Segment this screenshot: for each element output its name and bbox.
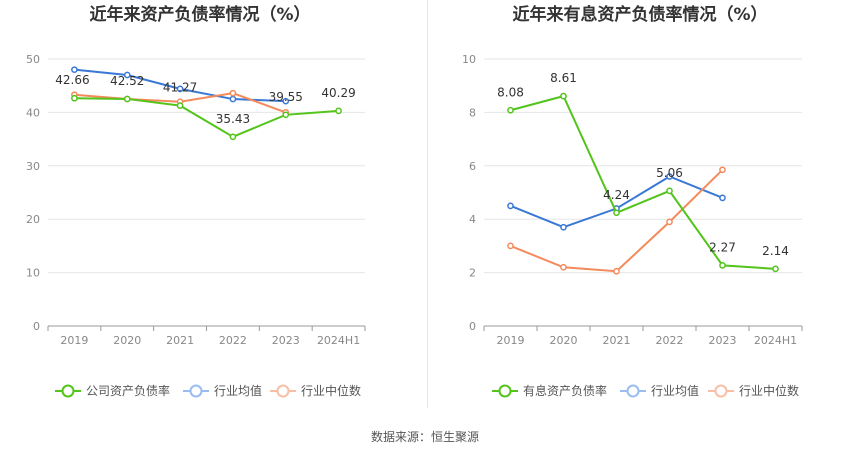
data-label: 40.29 [321,86,355,100]
panel-divider [427,0,428,408]
legend-marker [189,384,203,398]
data-point [772,265,779,273]
x-tick-label: 2024H1 [754,334,797,347]
x-tick-label: 2024H1 [317,334,360,347]
data-point [666,173,673,180]
data-point [666,218,673,226]
data-label: 8.61 [550,71,577,85]
chart-title: 近年来有息资产负债率情况（%） [512,4,767,25]
data-point [507,242,514,250]
legend-marker [714,384,728,398]
y-tick-label: 8 [469,106,476,119]
data-point [176,85,184,93]
data-point [282,111,290,119]
y-tick-label: 10 [26,267,40,280]
data-label: 2.27 [709,240,736,254]
data-point [229,89,237,97]
data-label: 5.06 [656,166,683,180]
y-tick-label: 2 [469,267,476,280]
data-label: 35.43 [216,112,250,126]
data-point [560,223,567,231]
data-point [560,92,567,100]
data-point [282,97,290,105]
legend-marker [626,384,640,398]
x-tick-label: 2023 [709,334,737,347]
data-label: 8.08 [497,85,524,99]
x-tick-label: 2023 [272,334,300,347]
x-tick-label: 2021 [166,334,194,347]
y-tick-label: 0 [469,320,476,333]
y-tick-label: 4 [469,213,476,226]
data-point [71,94,78,102]
data-label: 41.27 [163,81,197,95]
legend-marker [276,384,290,398]
data-point [666,187,673,195]
y-tick-label: 10 [462,53,476,66]
data-label: 42.66 [55,73,89,87]
data-point [176,102,184,109]
data-point [719,194,726,202]
data-label: 42.52 [110,74,144,88]
chart-title: 近年来资产负债率情况（%） [89,4,310,25]
legend-label: 有息资产负债率 [523,383,607,398]
legend-label: 行业中位数 [301,383,361,398]
legend-marker [61,384,75,398]
series-line [510,94,776,270]
data-point [229,133,237,141]
x-tick-label: 2019 [60,334,88,347]
data-point [123,95,131,103]
x-tick-label: 2021 [603,334,631,347]
x-tick-label: 2019 [497,334,525,347]
data-point [613,209,620,217]
x-tick-label: 2022 [656,334,684,347]
series-line [74,97,339,138]
data-point [229,95,237,103]
y-tick-label: 0 [33,320,40,333]
data-source-note: 数据来源：恒生聚源 [370,430,479,444]
data-point [719,166,726,174]
x-tick-label: 2020 [550,334,578,347]
data-point [123,71,131,79]
y-tick-label: 50 [26,53,40,66]
data-point [507,106,514,114]
data-point [719,262,726,269]
legend-label: 行业均值 [214,383,262,398]
data-point [71,66,78,74]
data-point [507,202,514,210]
x-tick-label: 2022 [219,334,247,347]
data-point [335,107,342,115]
data-point [613,267,620,275]
x-tick-label: 2020 [113,334,141,347]
data-label: 2.14 [762,244,789,258]
y-tick-label: 6 [469,160,476,173]
legend-marker [498,384,512,398]
y-tick-label: 40 [26,106,40,119]
legend-label: 公司资产负债率 [86,383,170,398]
y-tick-label: 30 [26,160,40,173]
data-label: 39.55 [269,90,303,104]
legend-label: 行业中位数 [739,383,799,398]
legend-label: 行业均值 [651,383,699,398]
y-tick-label: 20 [26,213,40,226]
data-label: 4.24 [603,188,630,202]
data-point [560,263,567,271]
